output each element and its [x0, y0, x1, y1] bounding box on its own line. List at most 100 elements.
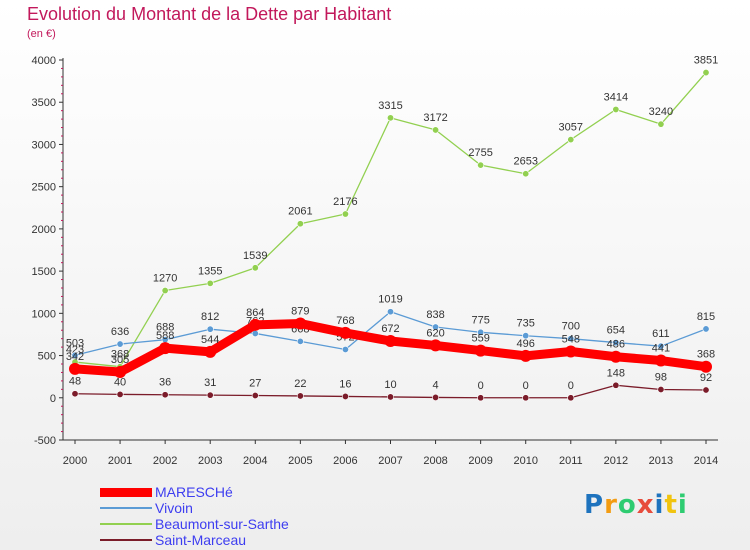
data-point-saint-marceau — [702, 386, 710, 394]
x-tick-label: 2007 — [378, 455, 402, 467]
legend-label: Saint-Marceau — [155, 532, 247, 548]
data-point-beaumont-sur-sarthe — [251, 264, 259, 272]
y-tick-label: 1500 — [32, 266, 56, 278]
data-point-saint-marceau — [251, 391, 259, 399]
data-point-vivoin — [296, 337, 304, 345]
data-point-beaumont-sur-sarthe — [296, 220, 304, 228]
x-tick-label: 2010 — [513, 455, 537, 467]
data-label-maresch-: 441 — [652, 343, 670, 355]
data-label-saint-marceau: 27 — [249, 377, 261, 389]
data-label-saint-marceau: 148 — [607, 367, 625, 379]
data-label-maresch-: 864 — [246, 307, 264, 319]
data-point-vivoin — [477, 328, 485, 336]
data-point-maresch- — [474, 344, 487, 357]
data-point-beaumont-sur-sarthe — [702, 69, 710, 77]
data-label-beaumont-sur-sarthe: 1355 — [198, 265, 222, 277]
data-label-maresch-: 620 — [426, 327, 444, 339]
data-point-vivoin — [522, 332, 530, 340]
y-tick-label: 3500 — [32, 97, 56, 109]
data-label-beaumont-sur-sarthe: 1539 — [243, 250, 267, 262]
data-label-saint-marceau: 4 — [433, 379, 439, 391]
data-point-saint-marceau — [386, 393, 394, 401]
data-label-maresch-: 496 — [517, 338, 535, 350]
data-point-maresch- — [294, 317, 307, 330]
data-label-vivoin: 700 — [562, 321, 580, 333]
data-point-saint-marceau — [477, 394, 485, 402]
data-label-saint-marceau: 0 — [523, 380, 529, 392]
data-point-maresch- — [384, 335, 397, 348]
data-point-beaumont-sur-sarthe — [612, 105, 620, 113]
data-label-beaumont-sur-sarthe: 3851 — [694, 55, 718, 67]
y-tick-label: 2500 — [32, 182, 56, 194]
x-tick-label: 2008 — [423, 455, 447, 467]
data-point-maresch- — [204, 345, 217, 358]
data-point-beaumont-sur-sarthe — [161, 287, 169, 295]
data-label-vivoin: 735 — [517, 318, 535, 330]
x-tick-label: 2001 — [108, 455, 132, 467]
data-point-maresch- — [249, 318, 262, 331]
data-label-beaumont-sur-sarthe: 1270 — [153, 273, 177, 285]
data-label-vivoin: 775 — [471, 314, 489, 326]
data-label-maresch-: 672 — [381, 323, 399, 335]
y-tick-label: 0 — [50, 393, 56, 405]
data-point-maresch- — [159, 342, 172, 355]
data-point-beaumont-sur-sarthe — [522, 170, 530, 178]
data-point-maresch- — [700, 360, 712, 373]
legend-item: Saint-Marceau — [100, 532, 289, 548]
y-tick-label: 4000 — [32, 55, 56, 67]
x-tick-label: 2002 — [153, 455, 177, 467]
y-tick-label: -500 — [34, 435, 56, 447]
data-point-maresch- — [114, 366, 127, 379]
data-point-vivoin — [612, 339, 620, 347]
data-label-vivoin: 611 — [652, 328, 670, 340]
data-point-beaumont-sur-sarthe — [657, 120, 665, 128]
y-tick-label: 500 — [38, 351, 56, 363]
data-point-maresch- — [654, 354, 667, 367]
legend-label: Beaumont-sur-Sarthe — [155, 516, 289, 532]
data-point-saint-marceau — [657, 386, 665, 394]
data-label-maresch-: 544 — [201, 334, 219, 346]
data-point-maresch- — [429, 339, 442, 352]
proxiti-logo: Proxiti — [584, 490, 688, 520]
x-tick-label: 2013 — [649, 455, 673, 467]
data-label-vivoin: 838 — [426, 309, 444, 321]
y-tick-label: 2000 — [32, 224, 56, 236]
x-tick-label: 2009 — [468, 455, 492, 467]
y-tick-label: 3000 — [32, 139, 56, 151]
data-point-vivoin — [116, 340, 124, 348]
data-point-maresch- — [69, 362, 81, 375]
data-label-saint-marceau: 48 — [69, 376, 81, 388]
data-label-saint-marceau: 10 — [384, 379, 396, 391]
data-label-saint-marceau: 0 — [568, 380, 574, 392]
legend-item: Beaumont-sur-Sarthe — [100, 516, 289, 532]
data-label-saint-marceau: 22 — [294, 378, 306, 390]
legend-swatch — [100, 539, 152, 541]
legend-swatch — [100, 507, 152, 509]
x-tick-label: 2011 — [559, 455, 583, 467]
data-label-vivoin: 815 — [697, 311, 715, 323]
data-point-vivoin — [386, 308, 394, 316]
data-label-saint-marceau: 0 — [478, 380, 484, 392]
data-label-beaumont-sur-sarthe: 3315 — [378, 100, 402, 112]
data-label-beaumont-sur-sarthe: 2653 — [513, 156, 537, 168]
chart-legend: MARESCHé Vivoin Beaumont-sur-Sarthe Saint-M… — [100, 484, 289, 548]
data-label-beaumont-sur-sarthe: 2755 — [468, 147, 492, 159]
data-point-vivoin — [71, 351, 79, 359]
x-tick-label: 2004 — [243, 455, 267, 467]
data-point-saint-marceau — [296, 392, 304, 400]
legend-item: Vivoin — [100, 500, 289, 516]
data-point-beaumont-sur-sarthe — [477, 161, 485, 169]
data-label-vivoin: 812 — [201, 311, 219, 323]
x-tick-label: 2006 — [333, 455, 357, 467]
data-point-beaumont-sur-sarthe — [432, 126, 440, 134]
data-point-saint-marceau — [612, 381, 620, 389]
data-label-maresch-: 588 — [156, 330, 174, 342]
legend-swatch — [100, 487, 152, 497]
data-point-vivoin — [341, 345, 349, 353]
data-label-beaumont-sur-sarthe: 2061 — [288, 206, 312, 218]
data-label-maresch-: 486 — [607, 339, 625, 351]
chart-subtitle: (en €) — [27, 28, 56, 40]
data-label-maresch-: 559 — [471, 333, 489, 345]
data-point-maresch- — [519, 349, 532, 362]
data-point-saint-marceau — [71, 390, 79, 398]
